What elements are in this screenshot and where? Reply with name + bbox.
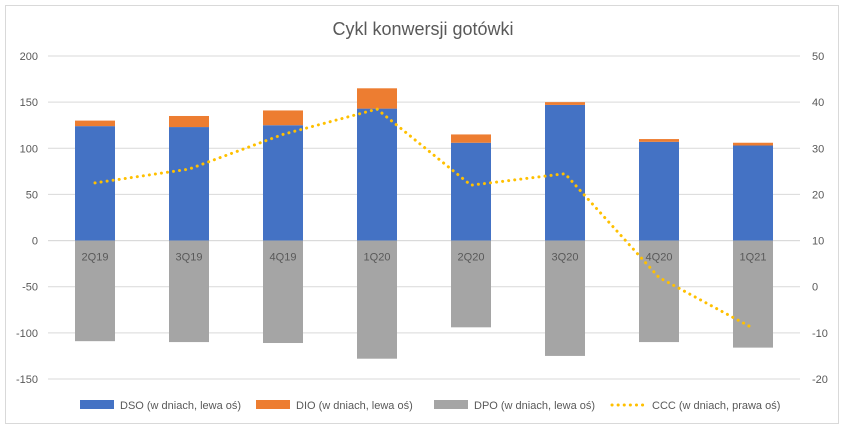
dio-bar — [733, 142, 773, 146]
right-tick-label: 0 — [812, 282, 818, 294]
dso-bar — [263, 125, 303, 241]
dpo-bar — [639, 240, 679, 343]
legend-swatch — [434, 400, 468, 409]
dso-bar — [357, 108, 397, 241]
category-label: 2Q20 — [458, 252, 485, 264]
legend-label: DPO (w dniach, lewa oś) — [474, 400, 595, 412]
ccc-line-path — [93, 107, 755, 330]
category-label: 4Q19 — [270, 252, 297, 264]
chart-frame — [5, 5, 839, 424]
left-tick-label: -50 — [22, 282, 38, 294]
dso-bar — [451, 142, 491, 241]
left-tick-label: 200 — [20, 51, 38, 63]
dpo-bar — [451, 240, 491, 328]
dso-bar — [169, 127, 209, 241]
right-tick-label: 20 — [812, 189, 824, 201]
right-tick-label: -10 — [812, 328, 828, 340]
legend: DSO (w dniach, lewa oś) DIO (w dniach, le… — [80, 400, 780, 412]
dio-bar — [75, 120, 115, 127]
right-axis: 50 40 30 20 10 0 -10 -20 — [812, 51, 828, 386]
legend-swatch — [80, 400, 114, 409]
right-tick-label: 40 — [812, 97, 824, 109]
dpo-bar — [75, 240, 115, 342]
category-label: 3Q20 — [552, 252, 579, 264]
right-tick-label: 50 — [812, 51, 824, 63]
legend-swatch — [256, 400, 290, 409]
category-labels: 2Q19 3Q19 4Q19 1Q20 2Q20 3Q20 4Q20 1Q21 — [82, 252, 767, 264]
chart-title: Cykl konwersji gotówki — [332, 19, 513, 39]
left-tick-label: 100 — [20, 143, 38, 155]
dpo-bar — [357, 240, 397, 359]
category-label: 1Q21 — [740, 252, 767, 264]
right-tick-label: -20 — [812, 374, 828, 386]
dio-bar — [357, 88, 397, 109]
category-label: 1Q20 — [364, 252, 391, 264]
bars — [75, 88, 773, 359]
legend-label: DIO (w dniach, lewa oś) — [296, 400, 413, 412]
ccc-line — [93, 107, 755, 330]
dso-bar — [639, 141, 679, 241]
right-tick-label: 10 — [812, 236, 824, 248]
dso-bar — [545, 104, 585, 241]
dio-bar — [545, 102, 585, 105]
gridlines — [48, 55, 800, 380]
dio-bar — [169, 115, 209, 128]
dpo-bar — [169, 240, 209, 343]
category-label: 2Q19 — [82, 252, 109, 264]
left-tick-label: 150 — [20, 97, 38, 109]
left-tick-label: -150 — [16, 374, 38, 386]
right-tick-label: 30 — [812, 143, 824, 155]
left-tick-label: 0 — [32, 236, 38, 248]
legend-label: CCC (w dniach, prawa oś) — [652, 400, 780, 412]
dpo-bar — [263, 240, 303, 344]
category-label: 4Q20 — [646, 252, 673, 264]
left-axis: 200 150 100 50 0 -50 -100 -150 — [16, 51, 38, 386]
left-tick-label: -100 — [16, 328, 38, 340]
left-tick-label: 50 — [26, 189, 38, 201]
dio-bar — [451, 134, 491, 143]
dpo-bar — [545, 240, 585, 356]
dpo-bar — [733, 240, 773, 348]
dio-bar — [639, 139, 679, 142]
legend-label: DSO (w dniach, lewa oś) — [120, 400, 241, 412]
dso-bar — [733, 145, 773, 241]
dio-bar — [263, 110, 303, 126]
category-label: 3Q19 — [176, 252, 203, 264]
